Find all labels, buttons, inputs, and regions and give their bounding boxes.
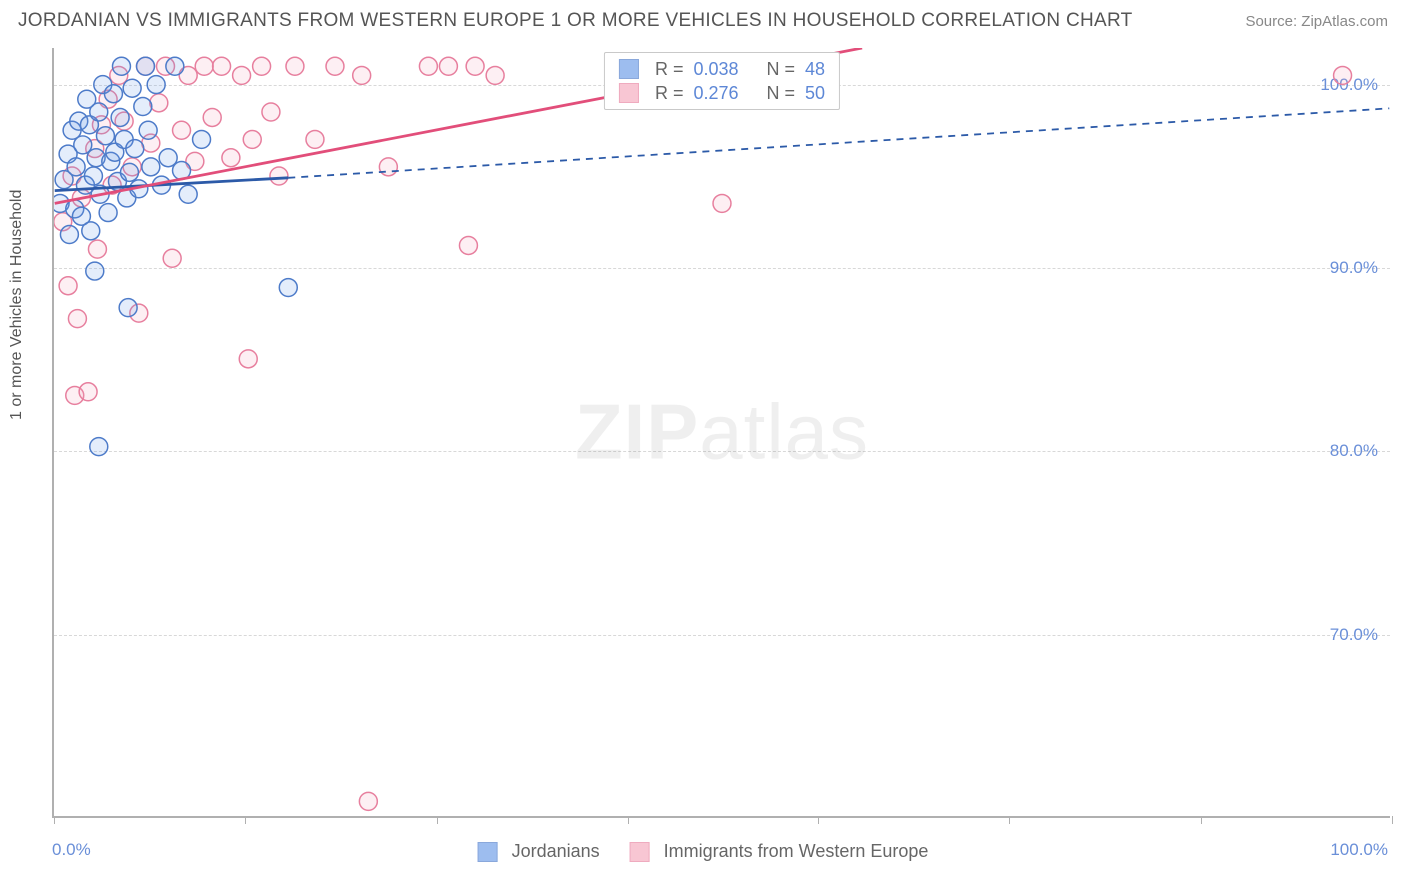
stats-legend-box: R = 0.038 N = 48 R = 0.276 N = 50 [604, 52, 840, 110]
swatch-blue-icon [619, 59, 639, 79]
x-tick [628, 816, 629, 824]
x-axis-start-label: 0.0% [52, 840, 91, 860]
source-attribution: Source: ZipAtlas.com [1245, 13, 1388, 30]
x-axis-end-label: 100.0% [1330, 840, 1388, 860]
swatch-pink-icon [619, 83, 639, 103]
y-axis-label: 1 or more Vehicles in Household [8, 190, 26, 420]
x-tick [1009, 816, 1010, 824]
legend-bottom: Jordanians Immigrants from Western Europ… [478, 841, 929, 862]
legend-swatch-pink-icon [630, 842, 650, 862]
x-tick [818, 816, 819, 824]
legend-item-pink: Immigrants from Western Europe [630, 841, 929, 862]
legend-item-blue: Jordanians [478, 841, 600, 862]
x-tick [54, 816, 55, 824]
stats-row-pink: R = 0.276 N = 50 [619, 81, 825, 105]
x-tick [437, 816, 438, 824]
stats-row-blue: R = 0.038 N = 48 [619, 57, 825, 81]
x-tick [1392, 816, 1393, 824]
scatter-svg [54, 48, 1390, 816]
x-tick [1201, 816, 1202, 824]
chart-plot-area: ZIPatlas R = 0.038 N = 48 R = 0.276 N = … [52, 48, 1390, 818]
x-tick [245, 816, 246, 824]
legend-label-blue: Jordanians [512, 841, 600, 862]
chart-title: JORDANIAN VS IMMIGRANTS FROM WESTERN EUR… [18, 10, 1133, 32]
legend-label-pink: Immigrants from Western Europe [664, 841, 929, 862]
legend-swatch-blue-icon [478, 842, 498, 862]
